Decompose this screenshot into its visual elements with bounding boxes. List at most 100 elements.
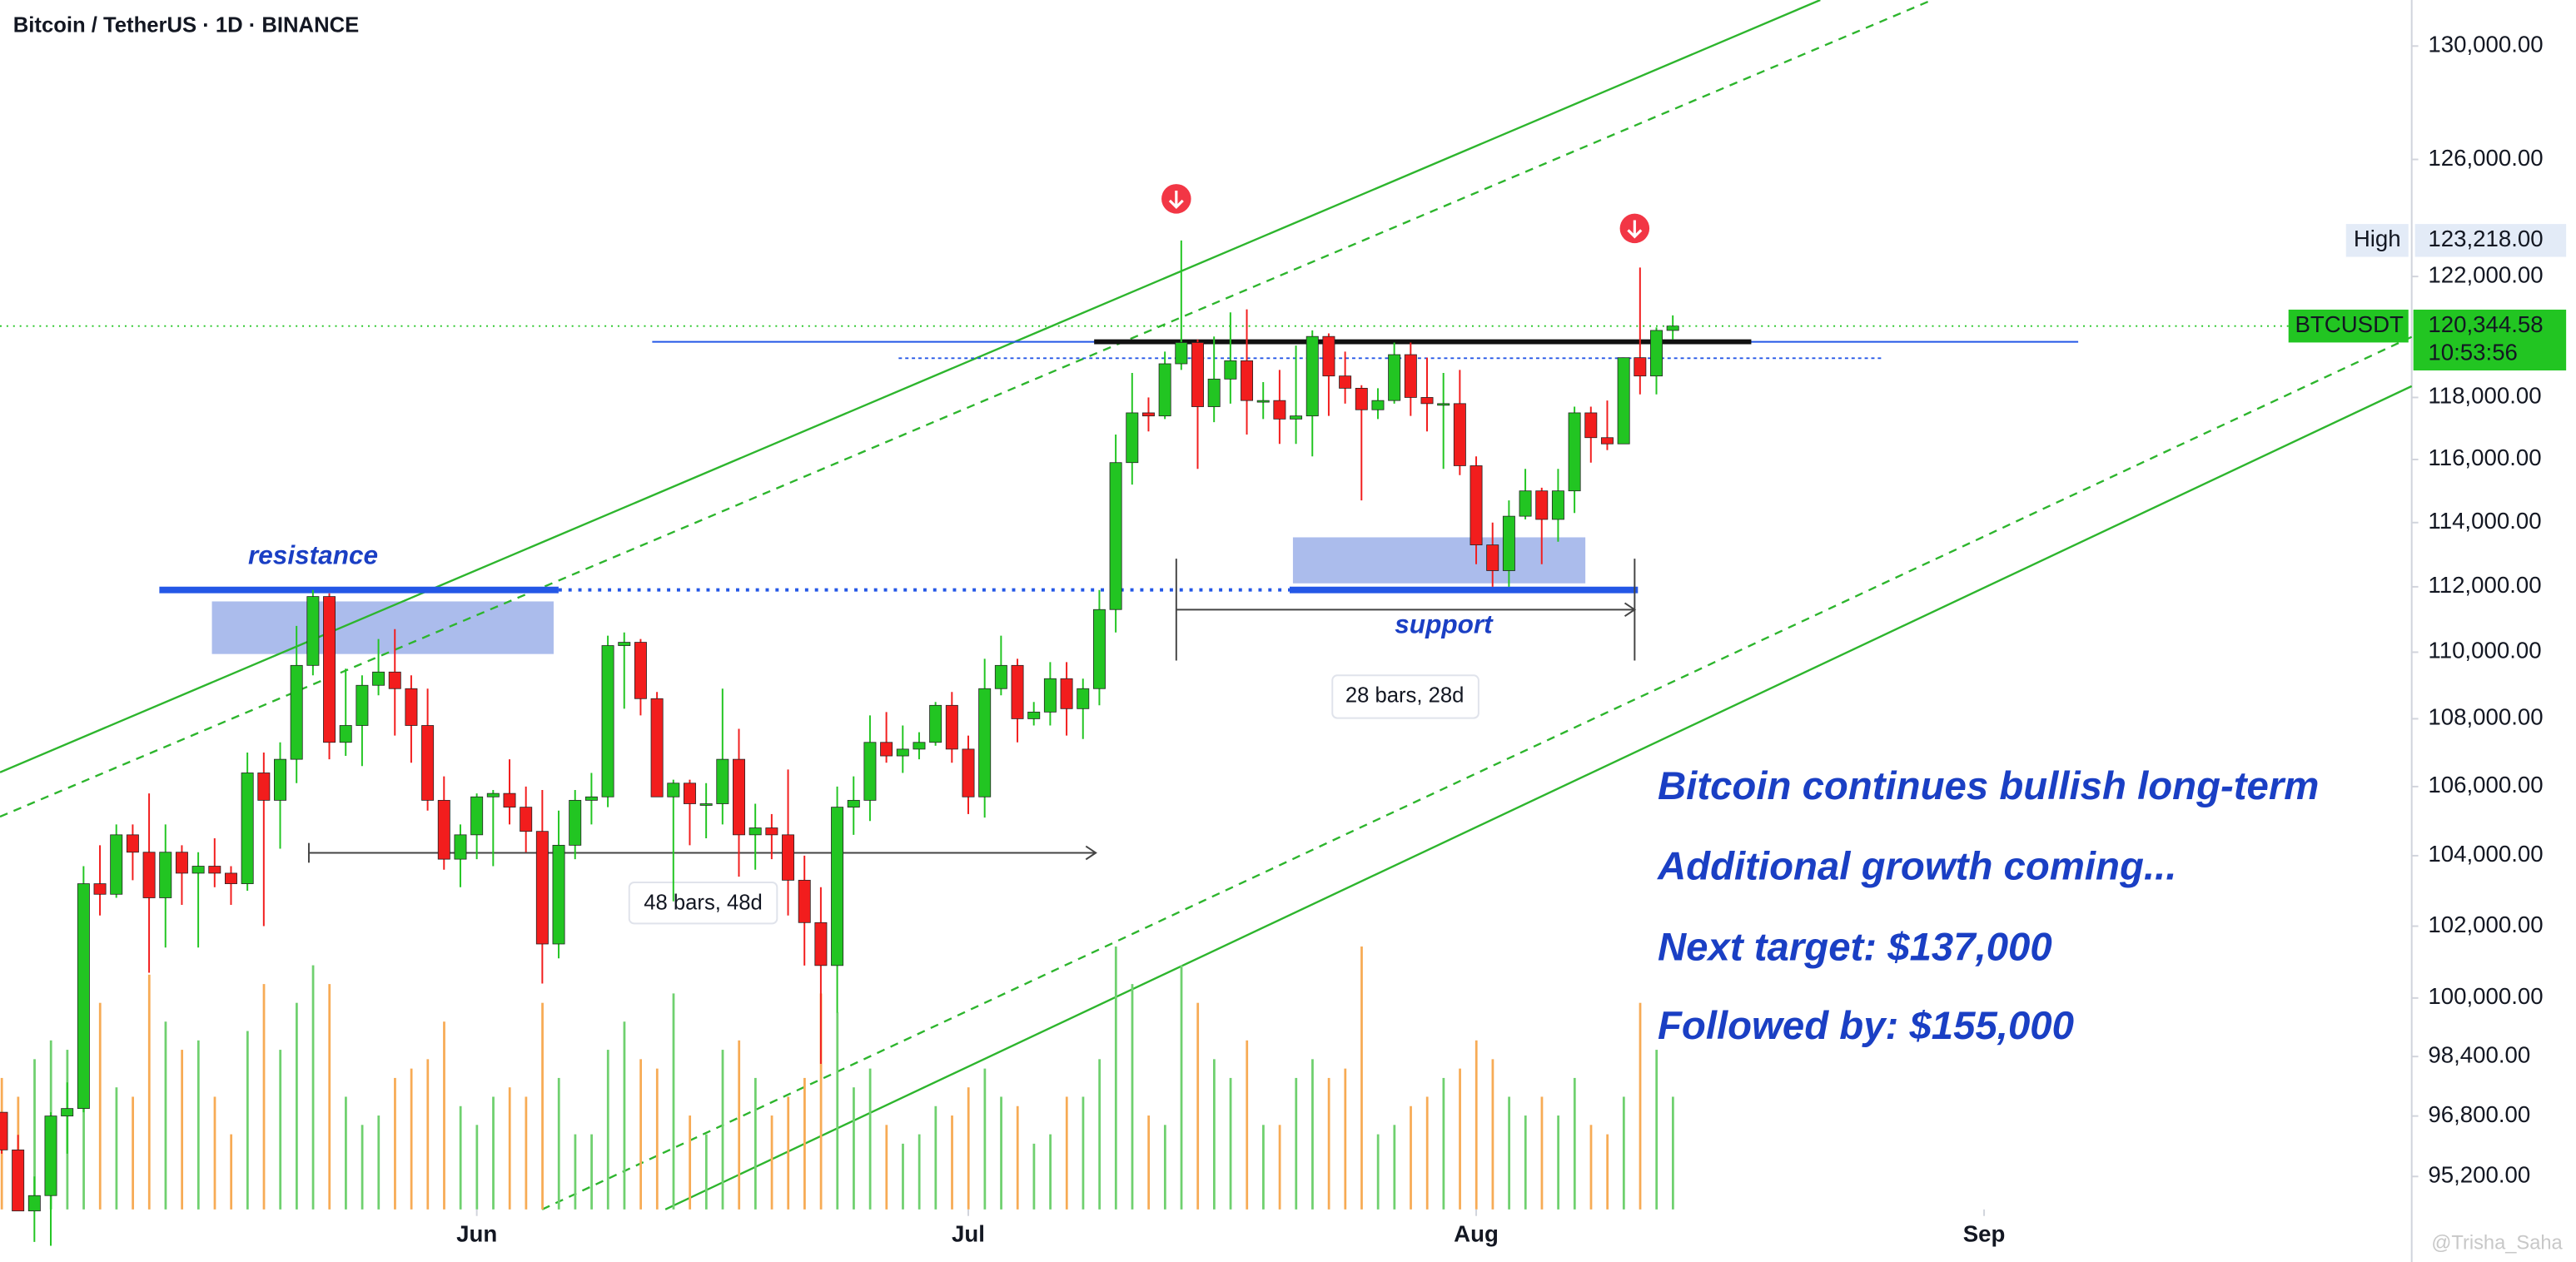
volume-bar <box>1147 1115 1151 1210</box>
volume-bar <box>525 1096 528 1210</box>
candle-body <box>1256 400 1270 403</box>
countdown-label: 10:53:56 <box>2428 340 2518 365</box>
volume-bar <box>1655 1050 1658 1210</box>
volume-bar <box>1032 1143 1036 1210</box>
candle-body <box>716 758 729 804</box>
volume-bar <box>213 1096 216 1210</box>
candle-body <box>257 773 271 801</box>
y-tick-label: 114,000.00 <box>2428 508 2541 534</box>
volume-bar <box>819 993 823 1210</box>
volume-bar <box>1000 1096 1002 1210</box>
candle-body <box>388 671 401 689</box>
volume-bar <box>868 1068 872 1210</box>
volume-bar <box>557 1077 560 1210</box>
candle-body <box>929 704 942 743</box>
volume-bar <box>983 1068 987 1210</box>
candle-body <box>503 792 516 808</box>
candle-body <box>1470 465 1483 546</box>
candle-body <box>1305 335 1319 417</box>
volume-bar <box>738 1040 741 1210</box>
volume-bar <box>345 1096 347 1210</box>
y-tick-label: 126,000.00 <box>2428 145 2543 171</box>
candle-body <box>1420 397 1434 405</box>
candle-body <box>978 688 992 797</box>
candle-body <box>437 799 450 860</box>
candle-body <box>535 831 549 945</box>
volume-bar <box>1114 946 1117 1210</box>
candle-body <box>847 799 860 808</box>
candle-body <box>880 742 893 757</box>
support-zone <box>1292 537 1586 584</box>
measure-label-box <box>1331 674 1479 719</box>
volume-bar <box>1278 1125 1281 1210</box>
volume-bar <box>1639 1002 1642 1210</box>
volume-bar <box>132 1096 134 1210</box>
candle-body <box>584 796 598 801</box>
candle-body <box>1224 360 1237 380</box>
channel-mid-upper <box>0 0 1932 818</box>
candle-body <box>1404 354 1417 398</box>
volume-bar <box>803 1077 806 1210</box>
signal-arrow-icon <box>1168 190 1184 209</box>
candle-body <box>1273 400 1286 420</box>
resistance-label: resistance <box>248 540 378 570</box>
volume-bar <box>410 1068 413 1210</box>
y-tick-label: 116,000.00 <box>2428 445 2541 470</box>
volume-bar <box>967 1087 970 1210</box>
candle-body <box>569 799 582 846</box>
volume-bar <box>361 1125 364 1210</box>
measure-arrow <box>1624 602 1637 618</box>
candle-body <box>306 596 320 666</box>
candle-body <box>356 684 369 726</box>
candle-body <box>93 883 107 895</box>
note: Additional growth coming... <box>1657 845 2176 889</box>
candle-layer <box>0 240 1679 1246</box>
volume-bar <box>181 1050 184 1210</box>
volume-bar <box>459 1105 462 1210</box>
volume-bar <box>1065 1096 1068 1210</box>
volume-bar <box>1360 946 1363 1210</box>
volume-bar <box>1049 1134 1052 1210</box>
volume-bar <box>508 1087 511 1210</box>
candle-body <box>241 773 254 884</box>
volume-bar <box>902 1143 904 1210</box>
y-tick-label: 130,000.00 <box>2428 32 2543 57</box>
candle-body <box>1322 335 1335 377</box>
volume-bar <box>1573 1077 1576 1210</box>
volume-bar <box>934 1105 937 1210</box>
volume-bar <box>951 1115 953 1210</box>
candle-body <box>1060 678 1073 709</box>
volume-bar <box>1262 1125 1265 1210</box>
volume-bar <box>1082 1096 1085 1210</box>
candle-body <box>486 792 500 797</box>
note: Followed by: $155,000 <box>1658 1004 2074 1048</box>
volume-bar <box>1246 1040 1249 1210</box>
candle-body <box>44 1115 57 1196</box>
volume-bar <box>689 1115 692 1210</box>
candle-body <box>1568 412 1581 492</box>
candle-body <box>372 671 385 686</box>
candle-body <box>159 852 172 898</box>
candle-body <box>748 827 762 836</box>
candle-body <box>699 803 713 806</box>
volume-bar <box>1459 1068 1461 1210</box>
volume-bar <box>98 1002 102 1210</box>
candle-body <box>323 596 336 743</box>
y-tick-label: 108,000.00 <box>2428 704 2543 730</box>
volume-bar <box>1344 1068 1347 1210</box>
volume-bar <box>262 984 266 1210</box>
volume-bar <box>704 1134 708 1210</box>
volume-bar <box>1393 1125 1396 1210</box>
candle-body <box>1158 363 1171 417</box>
volume-bar <box>1311 1059 1314 1210</box>
symbol-box <box>2288 309 2409 343</box>
candle-body <box>798 879 811 923</box>
measure-label: 28 bars, 28d <box>1345 684 1465 708</box>
channel-mid-lower <box>541 335 2413 1210</box>
x-tick-label: Aug <box>1454 1221 1499 1247</box>
candle-body <box>601 645 614 797</box>
candle-body <box>208 866 221 874</box>
volume-bar <box>1098 1059 1102 1210</box>
candle-body <box>1634 357 1647 377</box>
volume-bar <box>1295 1077 1298 1210</box>
